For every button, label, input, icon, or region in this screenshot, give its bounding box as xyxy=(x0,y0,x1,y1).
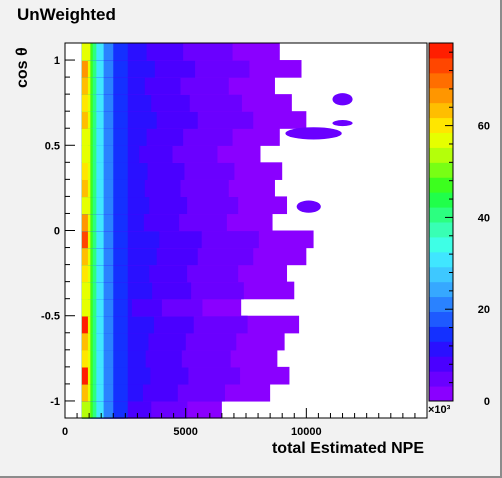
colorbar-swatch xyxy=(429,356,453,372)
heatmap-island xyxy=(332,93,353,106)
colorbar-swatch xyxy=(429,162,453,178)
colorbar-swatch xyxy=(429,371,453,387)
chart-title: UnWeighted xyxy=(17,5,116,24)
x-tick-label: 10000 xyxy=(291,426,322,438)
colorbar-multiplier: ×10³ xyxy=(428,404,451,416)
heatmap-band xyxy=(81,60,88,78)
y-tick-label: 0.5 xyxy=(45,140,60,152)
heatmap-band xyxy=(81,111,88,129)
heatmap-band xyxy=(81,179,88,198)
colorbar-swatch xyxy=(429,192,453,208)
colorbar-swatch xyxy=(429,177,453,193)
colorbar-swatch xyxy=(429,207,453,223)
colorbar-swatch xyxy=(429,87,453,104)
colorbar-tick-label: 40 xyxy=(478,212,490,224)
heatmap-band xyxy=(81,298,88,317)
colorbar-swatch xyxy=(429,102,453,119)
colorbar-tick-label: 20 xyxy=(478,304,490,316)
heatmap-band xyxy=(81,281,88,300)
heatmap-band xyxy=(81,315,88,334)
y-tick-label: 0 xyxy=(54,226,60,238)
heatmap-band xyxy=(81,94,88,112)
heatmap-band xyxy=(81,213,88,232)
y-tick-label: -1 xyxy=(50,396,60,408)
heatmap-band xyxy=(81,162,88,180)
x-axis-label: total Estimated NPE xyxy=(271,440,424,457)
colorbar-swatch xyxy=(429,341,453,357)
heatmap-band xyxy=(81,383,88,402)
heatmap-band xyxy=(81,43,88,61)
colorbar-swatch xyxy=(429,266,453,283)
heatmap-band xyxy=(81,366,88,385)
heatmap-band xyxy=(81,247,88,266)
heatmap-band xyxy=(81,145,88,163)
heatmap-island xyxy=(332,120,353,127)
colorbar-swatch xyxy=(429,222,453,238)
colorbar-swatch xyxy=(429,72,453,89)
colorbar-swatch xyxy=(429,132,453,148)
heatmap-band xyxy=(81,77,88,95)
colorbar-swatch xyxy=(429,251,453,268)
heatmap-band xyxy=(81,400,88,419)
heatmap-band xyxy=(81,264,88,283)
x-tick-label: 5000 xyxy=(173,426,197,438)
heatmap-band xyxy=(81,349,88,368)
y-tick-label: 1 xyxy=(54,55,60,67)
colorbar-swatch xyxy=(429,326,453,342)
colorbar-swatch xyxy=(429,281,453,298)
colorbar-swatch xyxy=(429,147,453,163)
colorbar-swatch xyxy=(429,386,453,402)
colorbar-swatch xyxy=(429,43,453,59)
heatmap-island xyxy=(296,200,321,213)
heatmap-band xyxy=(81,128,88,146)
colorbar-frame xyxy=(428,42,454,402)
heatmap-band xyxy=(81,196,88,215)
colorbar-swatch xyxy=(429,236,453,253)
y-tick-label: -0.5 xyxy=(41,311,60,323)
heatmap-band xyxy=(81,332,88,351)
colorbar-tick-label: 0 xyxy=(484,396,490,408)
colorbar-tick-label: 60 xyxy=(478,121,490,133)
colorbar-swatch xyxy=(429,311,453,327)
heatmap-band xyxy=(81,230,88,249)
colorbar-swatch xyxy=(429,296,453,312)
x-tick-label: 0 xyxy=(62,426,68,438)
colorbar-swatch xyxy=(429,117,453,133)
colorbar-swatch xyxy=(429,57,453,74)
heatmap-island xyxy=(285,127,342,140)
